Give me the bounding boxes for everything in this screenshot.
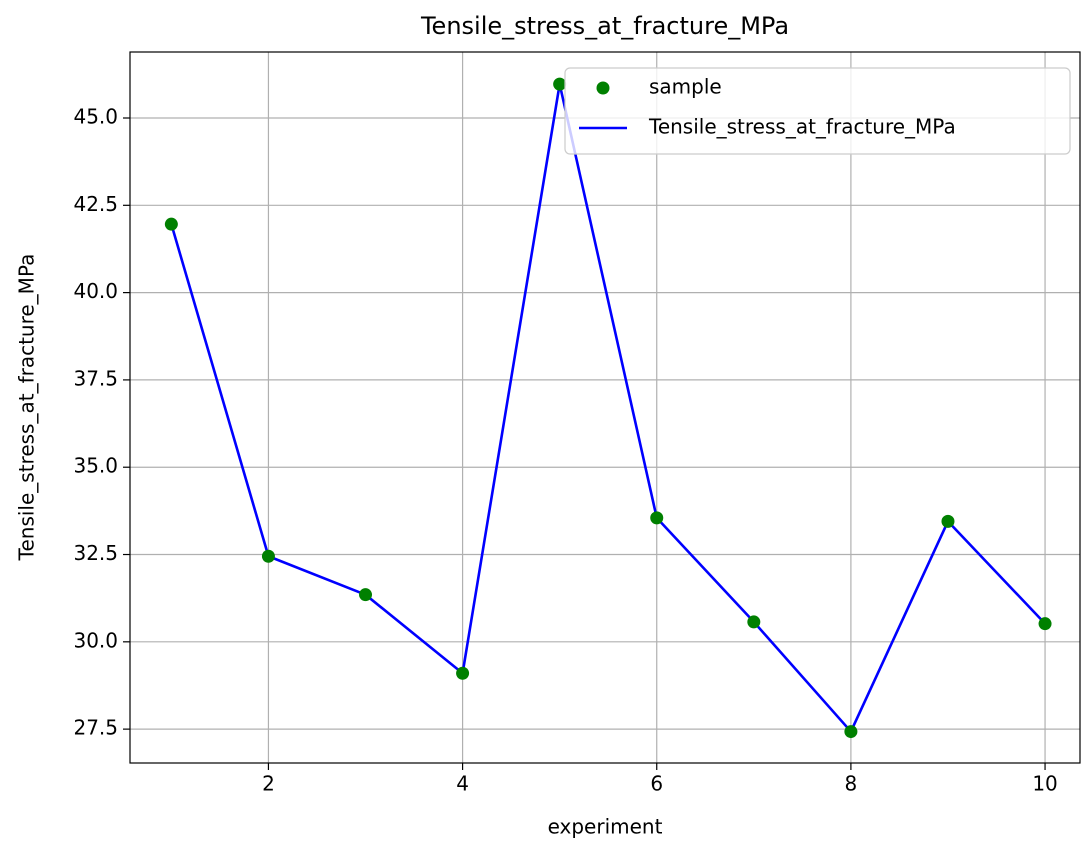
x-tick-label: 10 (1032, 772, 1057, 796)
point (553, 77, 567, 91)
legend-box (564, 67, 1071, 155)
x-tick-label: 6 (650, 772, 663, 796)
point (941, 514, 955, 528)
legend-marker (596, 81, 610, 95)
y-tick-label: 35.0 (73, 454, 118, 478)
line (170, 82, 1046, 733)
point (844, 725, 858, 739)
y-axis-label: Tensile_stress_at_fracture_MPa (15, 254, 39, 562)
y-tick-label: 30.0 (73, 628, 118, 652)
legend-label: Tensile_stress_at_fracture_MPa (648, 115, 956, 139)
x-axis-label: experiment (548, 815, 663, 839)
point (650, 511, 664, 525)
point (261, 549, 275, 563)
point (164, 217, 178, 231)
y-tick-label: 37.5 (73, 366, 118, 390)
legend-label: sample (649, 75, 722, 99)
point (1038, 617, 1052, 631)
point (747, 615, 761, 629)
x-tick-label: 8 (845, 772, 858, 796)
y-tick-label: 27.5 (73, 716, 118, 740)
axes-frame (129, 51, 1081, 764)
x-tick-label: 2 (262, 772, 275, 796)
chart-title: Tensile_stress_at_fracture_MPa (420, 12, 789, 40)
x-tick-label: 4 (456, 772, 469, 796)
y-tick-label: 45.0 (73, 105, 118, 129)
y-tick-label: 42.5 (73, 192, 118, 216)
y-tick-label: 40.0 (73, 279, 118, 303)
point (359, 588, 373, 602)
y-tick-label: 32.5 (73, 541, 118, 565)
point (456, 666, 470, 680)
